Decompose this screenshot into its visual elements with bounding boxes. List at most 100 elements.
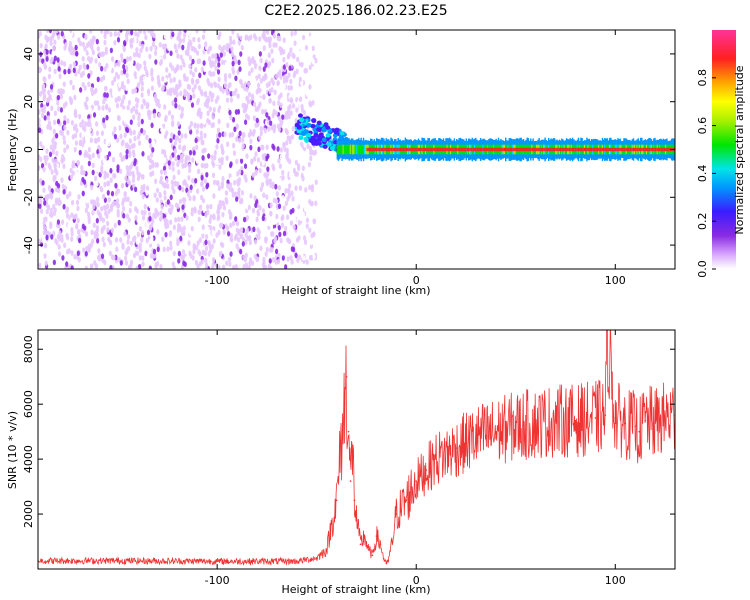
noise-cell xyxy=(129,42,133,48)
noise-cell xyxy=(204,239,208,246)
noise-cell xyxy=(221,264,226,269)
noise-cell xyxy=(237,74,242,80)
transition-cell xyxy=(321,128,327,133)
band-peak xyxy=(503,147,506,152)
noise-cell xyxy=(115,246,119,253)
band-peak xyxy=(432,147,434,152)
noise-cell xyxy=(311,45,315,52)
noise-cell xyxy=(177,169,181,176)
noise-cell xyxy=(115,198,120,204)
noise-cell xyxy=(121,80,125,87)
transition-cell xyxy=(325,125,331,130)
noise-cell xyxy=(52,176,56,183)
noise-cell xyxy=(69,79,73,86)
noise-cell xyxy=(136,170,140,176)
noise-cell xyxy=(288,171,293,178)
noise-cell xyxy=(308,227,312,234)
noise-cell xyxy=(156,260,160,267)
band-peak xyxy=(376,147,378,152)
band-peak xyxy=(510,147,513,152)
noise-cell xyxy=(70,212,74,218)
noise-cell xyxy=(95,217,99,224)
noise-cell xyxy=(48,66,52,73)
noise-cell xyxy=(201,186,206,192)
noise-cell xyxy=(138,40,142,47)
noise-cell xyxy=(220,116,224,123)
noise-cell xyxy=(150,30,154,37)
band-mid xyxy=(355,144,358,155)
noise-cell xyxy=(176,161,180,168)
noise-cell xyxy=(82,169,86,176)
band-peak xyxy=(381,147,384,152)
noise-cell xyxy=(169,77,173,84)
noise-cell xyxy=(302,109,307,116)
noise-cell xyxy=(304,44,309,51)
noise-cell xyxy=(271,183,275,190)
noise-cell xyxy=(45,49,49,55)
noise-cell xyxy=(133,71,137,77)
band-peak xyxy=(563,147,565,152)
noise-cell xyxy=(151,147,155,153)
noise-cell xyxy=(249,34,253,40)
band-peak xyxy=(617,147,619,152)
noise-cell xyxy=(300,61,304,68)
noise-cell xyxy=(232,150,237,156)
noise-cell xyxy=(213,81,217,88)
noise-cell xyxy=(103,85,108,92)
noise-cell xyxy=(198,72,202,79)
band-peak xyxy=(477,147,479,152)
noise-cell xyxy=(194,177,198,184)
noise-cell xyxy=(221,59,225,66)
noise-cell xyxy=(233,191,238,197)
noise-cell xyxy=(278,177,282,183)
noise-cell xyxy=(248,235,252,241)
noise-cell xyxy=(131,124,135,130)
noise-cell xyxy=(218,251,222,258)
noise-cell xyxy=(126,178,131,185)
noise-cell xyxy=(236,236,241,243)
noise-cell xyxy=(114,237,119,243)
noise-cell xyxy=(240,165,244,172)
noise-cell xyxy=(250,93,255,100)
band-peak xyxy=(378,147,380,152)
noise-cell xyxy=(41,262,45,268)
band-peak xyxy=(442,147,445,152)
noise-cell xyxy=(286,187,290,194)
noise-cell xyxy=(312,231,316,238)
noise-cell xyxy=(179,54,183,61)
noise-cell xyxy=(226,183,230,189)
noise-cell xyxy=(309,30,313,34)
band-peak xyxy=(475,147,477,152)
noise-cell xyxy=(60,30,64,37)
noise-cell xyxy=(75,51,79,57)
noise-cell xyxy=(38,122,41,129)
noise-cell xyxy=(166,246,170,252)
noise-cell xyxy=(288,65,292,71)
noise-cell xyxy=(212,213,216,220)
noise-cell xyxy=(294,117,298,124)
band-peak xyxy=(397,147,399,152)
noise-cell xyxy=(236,93,240,99)
band-peak xyxy=(608,147,611,152)
band-peak xyxy=(462,147,464,152)
noise-cell xyxy=(116,74,120,80)
noise-cell xyxy=(284,97,288,104)
noise-cell xyxy=(209,71,214,78)
noise-cell xyxy=(200,180,204,187)
band-peak xyxy=(573,147,575,152)
noise-cell xyxy=(178,144,182,150)
noise-cell xyxy=(189,120,194,127)
snr-data-point xyxy=(216,560,218,563)
noise-cell xyxy=(138,255,142,261)
band-peak xyxy=(531,147,533,152)
noise-cell xyxy=(48,125,53,131)
noise-cell xyxy=(257,229,261,236)
noise-cell xyxy=(191,63,195,70)
noise-cell xyxy=(148,202,152,209)
noise-cell xyxy=(252,128,256,135)
noise-cell xyxy=(312,253,316,260)
noise-cell xyxy=(285,75,289,82)
noise-cell xyxy=(139,156,143,162)
noise-cell xyxy=(101,51,106,57)
transition-cell xyxy=(297,113,303,118)
